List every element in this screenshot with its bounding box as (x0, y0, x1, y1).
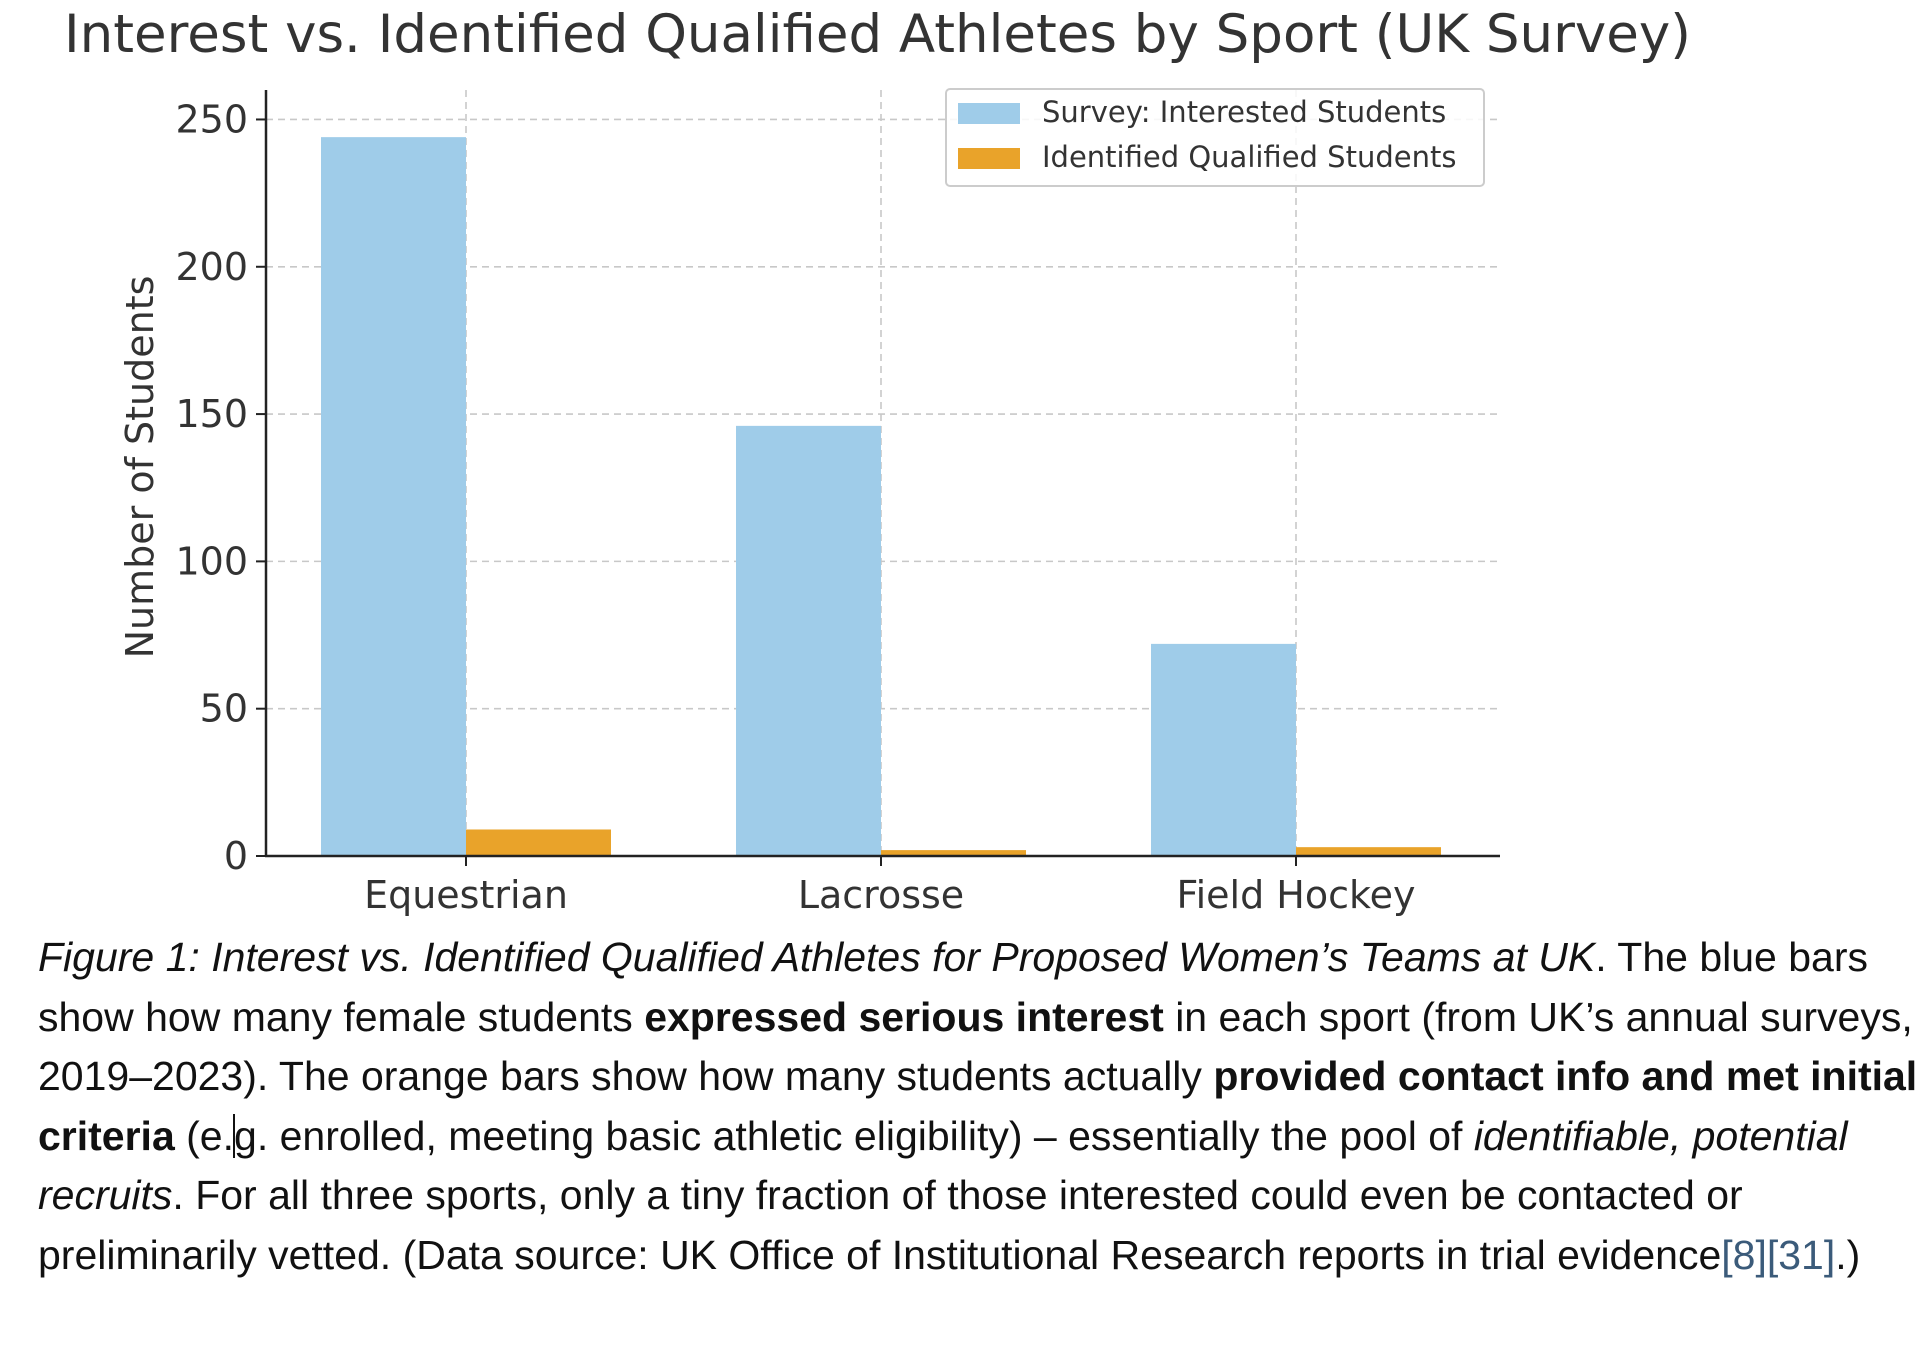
chart-title: Interest vs. Identified Qualified Athlet… (64, 4, 1691, 65)
x-tick-label: Equestrian (364, 873, 568, 917)
caption-bold-criteria: provided contact info and met initial cr… (38, 1053, 1918, 1159)
caption-text-2: in each sport (from UK’s annual surveys,… (38, 993, 1913, 1100)
y-tick-label: 0 (224, 834, 248, 878)
caption-text-3a: (e. (174, 1112, 235, 1159)
bar-qualified (1296, 847, 1441, 856)
caption-text-3b: g. enrolled, meeting basic athletic elig… (234, 1112, 1474, 1159)
caption-bold-interest: expressed serious interest (644, 993, 1164, 1040)
bar-qualified (881, 850, 1026, 856)
x-tick-label: Field Hockey (1176, 873, 1415, 917)
reference-link-31[interactable]: [31] (1766, 1231, 1836, 1278)
bar-chart: Interest vs. Identified Qualified Athlet… (64, 4, 1691, 917)
bars (321, 137, 1441, 857)
bar-interested (321, 137, 466, 857)
y-tick-label: 200 (175, 245, 248, 289)
legend: Survey: Interested Students Identified Q… (945, 88, 1485, 187)
figure-caption: Figure 1: Interest vs. Identified Qualif… (38, 928, 1918, 1285)
caption-figure-label: Figure 1: Interest vs. Identified Qualif… (38, 934, 1596, 980)
legend-swatch-interested (958, 103, 1020, 124)
bar-qualified (466, 829, 611, 856)
caption-italic-recruits: identifiable, potential recruits (38, 1112, 1848, 1219)
x-tick-label: Lacrosse (798, 873, 964, 917)
caption-text-4: . For all three sports, only a tiny frac… (38, 1172, 1743, 1278)
caption-paragraph: Figure 1: Interest vs. Identified Qualif… (38, 928, 1918, 1285)
legend-box (945, 88, 1485, 187)
legend-swatch-qualified (958, 148, 1020, 169)
reference-link-8[interactable]: [8] (1721, 1231, 1767, 1278)
y-tick-label: 150 (175, 392, 248, 436)
text-cursor (233, 1113, 236, 1158)
tick-labels: 0 50 100 150 200 250 Equestrian Lacrosse Field H… (175, 97, 1415, 917)
bar-interested (1151, 643, 1296, 856)
y-tick-label: 100 (175, 539, 248, 583)
caption-text-5: .) (1835, 1231, 1861, 1278)
axes (264, 90, 1500, 858)
bar-interested (736, 425, 881, 856)
y-axis-label: Number of Students (118, 276, 162, 659)
legend-label-qualified: Identified Qualified Students (1042, 140, 1456, 174)
legend-label-interested: Survey: Interested Students (1042, 95, 1446, 129)
y-tick-label: 50 (200, 687, 248, 731)
caption-text-1: . The blue bars show how many female stu… (38, 934, 1868, 1040)
y-tick-label: 250 (175, 97, 248, 141)
